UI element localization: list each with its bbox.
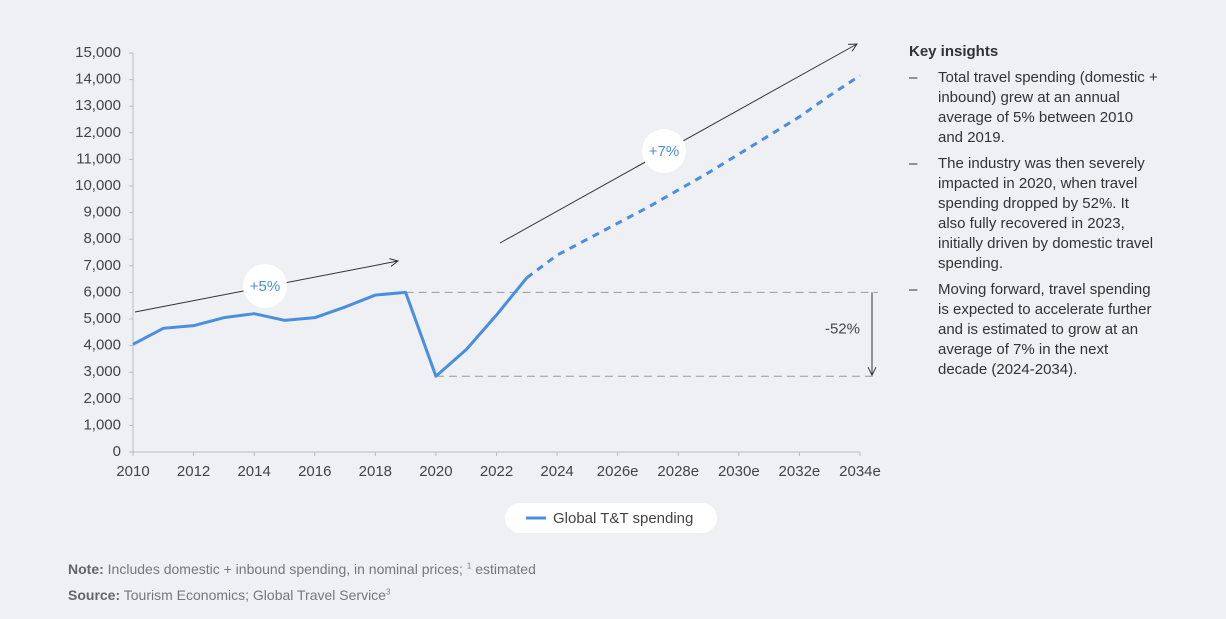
y-tick-label: 15,000 [75,44,121,61]
x-tick-label: 2024 [540,463,573,480]
line [132,276,528,378]
insight-item: – Total travel spending (domestic + inbou… [909,68,1159,148]
source: Source: Tourism Economics; Global Travel… [68,587,390,603]
annotation: -52% [825,320,860,337]
y-tick-label: 3,000 [83,363,121,380]
note-after: estimated [475,561,536,577]
bullet: – [909,69,918,86]
note-text: Includes domestic + inbound spending, in… [107,561,463,577]
note-sup: 1 [466,561,472,571]
annotation-bubble [642,129,686,173]
y-tick-label: 9,000 [83,204,121,221]
annotation-bubble [243,264,287,308]
source-text: Tourism Economics; Global Travel Service [123,587,386,603]
x-tick-label: 2014 [237,463,270,480]
insight-text: Total travel spending (domestic + inboun… [938,69,1158,146]
x-tick-label: 2018 [359,463,392,480]
y-tick-label: 6,000 [83,283,121,300]
y-tick-label: 13,000 [75,97,121,114]
y-tick-label: 4,000 [83,337,121,354]
x-tick-label: 2032e [779,463,821,480]
y-tick-label: 10,000 [75,177,121,194]
y-tick-label: 11,000 [76,150,121,167]
annotation: +5% [250,278,280,295]
insight-item: – The industry was then severely impacted… [909,154,1159,274]
x-tick-label: 2010 [116,463,149,480]
x-tick-label: 2020 [419,463,452,480]
insights-list: – Total travel spending (domestic + inbou… [909,68,1159,380]
legend-box [505,503,717,533]
bullet: – [909,155,918,172]
x-tick-label: 2022 [480,463,513,480]
x-tick-label: 2028e [657,463,699,480]
note-label: Note: [68,561,104,577]
x-tick-label: 2016 [298,463,331,480]
y-tick-label: 12,000 [75,124,121,141]
y-tick-label: 2,000 [83,390,121,407]
y-tick-label: 7,000 [83,257,121,274]
y-tick-label: 1,000 [83,416,121,433]
insight-text: Moving forward, travel spending is expec… [938,281,1152,378]
x-tick-label: 2030e [718,463,760,480]
y-tick-label: 5,000 [83,310,121,327]
insights-title: Key insights [909,43,999,60]
x-tick-label: 2012 [177,463,210,480]
y-tick-label: 0 [113,443,121,460]
insights-panel: Key insights – Total travel spending (dom… [909,42,1159,386]
source-label: Source: [68,587,121,603]
y-tick-label: 14,000 [75,71,121,88]
annotation: +7% [649,143,679,160]
insight-text: The industry was then severely impacted … [938,155,1154,272]
line-estimate [525,74,861,279]
y-tick-label: 8,000 [83,230,121,247]
legend-label: Global T&T spending [553,510,693,527]
x-tick-label: 2034e [839,463,881,480]
note: Note: Includes domestic + inbound spendi… [68,561,536,577]
insight-item: – Moving forward, travel spending is expe… [909,280,1159,380]
source-sup: 3 [385,587,391,597]
bullet: – [909,281,918,298]
x-tick-label: 2026e [597,463,639,480]
